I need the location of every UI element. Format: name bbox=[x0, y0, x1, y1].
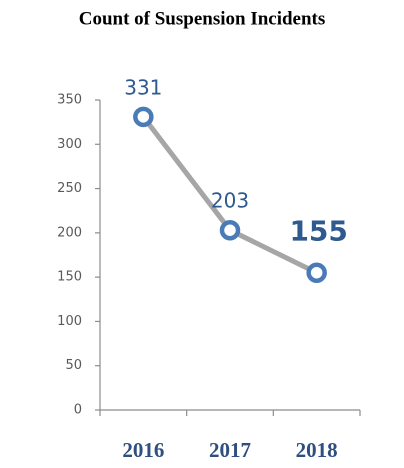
y-tick-label: 300 bbox=[57, 137, 82, 152]
data-label: 331 bbox=[124, 75, 162, 99]
y-tick-label: 100 bbox=[57, 314, 82, 329]
x-tick-label: 2016 bbox=[122, 438, 164, 462]
x-tick-label: 2018 bbox=[296, 438, 338, 462]
marker bbox=[219, 219, 241, 241]
y-tick-label: 50 bbox=[65, 358, 82, 373]
y-tick-label: 350 bbox=[57, 93, 82, 108]
marker bbox=[306, 262, 327, 283]
x-tick-label: 2017 bbox=[209, 438, 251, 462]
marker bbox=[133, 106, 154, 128]
y-tick-label: 250 bbox=[57, 181, 82, 196]
data-label: 203 bbox=[211, 189, 249, 213]
y-tick-label: 200 bbox=[57, 225, 82, 240]
y-tick-label: 0 bbox=[74, 403, 82, 418]
chart-title: Count of Suspension Incidents bbox=[79, 8, 326, 29]
data-label: 155 bbox=[289, 215, 347, 248]
y-tick-label: 150 bbox=[57, 270, 82, 285]
